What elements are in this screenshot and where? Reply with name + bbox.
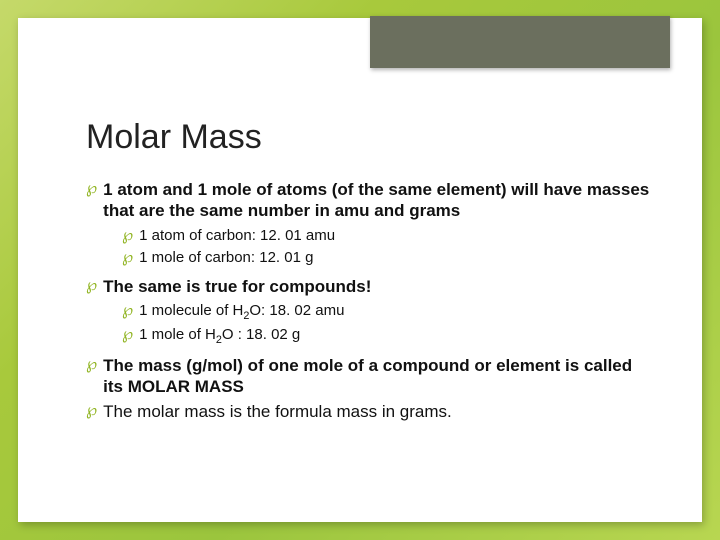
bullet-icon: ℘ — [122, 248, 133, 268]
bullet-item: ℘ The same is true for compounds! — [86, 276, 652, 297]
bullet-text: The mass (g/mol) of one mole of a compou… — [103, 355, 652, 398]
bullet-icon: ℘ — [122, 226, 133, 246]
bullet-item: ℘The mass (g/mol) of one mole of a compo… — [86, 355, 652, 398]
bullet-icon: ℘ — [86, 179, 97, 222]
bullet-item: ℘ 1 mole of carbon: 12. 01 g — [122, 248, 652, 268]
bullet-list: ℘1 atom and 1 mole of atoms (of the same… — [86, 179, 652, 423]
bullet-item: ℘ 1 molecule of H2O: 18. 02 amu — [122, 301, 652, 323]
bullet-text: 1 atom and 1 mole of atoms (of the same … — [103, 179, 652, 222]
bullet-item: ℘ 1 mole of H2O : 18. 02 g — [122, 325, 652, 347]
bullet-icon: ℘ — [86, 355, 97, 398]
bullet-item: ℘1 atom and 1 mole of atoms (of the same… — [86, 179, 652, 222]
bullet-text: The molar mass is the formula mass in gr… — [103, 401, 452, 422]
slide-content: Molar Mass ℘1 atom and 1 mole of atoms (… — [86, 118, 652, 427]
bullet-icon: ℘ — [86, 276, 97, 297]
bullet-icon: ℘ — [122, 325, 133, 347]
bullet-text: The same is true for compounds! — [103, 276, 371, 297]
bullet-text: 1 mole of H2O : 18. 02 g — [139, 325, 300, 347]
bullet-text: 1 molecule of H2O: 18. 02 amu — [139, 301, 344, 323]
bullet-icon: ℘ — [86, 401, 97, 422]
slide-title: Molar Mass — [86, 118, 652, 157]
slide: Molar Mass ℘1 atom and 1 mole of atoms (… — [18, 18, 702, 522]
bullet-text: 1 mole of carbon: 12. 01 g — [139, 248, 313, 268]
bullet-item: ℘ The molar mass is the formula mass in g… — [86, 401, 652, 422]
header-tab — [370, 16, 670, 68]
bullet-item: ℘ 1 atom of carbon: 12. 01 amu — [122, 226, 652, 246]
bullet-icon: ℘ — [122, 301, 133, 323]
bullet-text: 1 atom of carbon: 12. 01 amu — [139, 226, 335, 246]
